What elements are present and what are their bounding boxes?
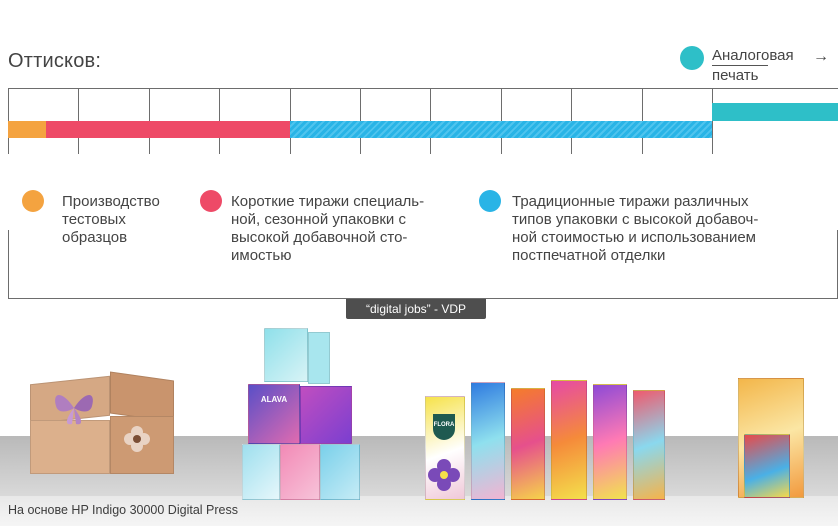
legend-dot-short-runs xyxy=(200,190,222,212)
legend-line: ной, сезонной упаковки с xyxy=(231,211,406,228)
bracket-line xyxy=(8,298,838,299)
kraft-box-bottom xyxy=(30,420,110,474)
juice-brand-label: FLORA xyxy=(433,422,455,428)
butterfly-icon xyxy=(55,395,93,425)
legend-line: высокой добавочной сто- xyxy=(231,229,408,246)
legend-line: тестовых xyxy=(62,211,126,228)
vdp-badge: “digital jobs” - VDP xyxy=(346,299,486,319)
legend-text-test-samples: Производство тестовых образцов xyxy=(62,193,192,247)
tissue-box-bottom-left xyxy=(242,444,280,500)
tissue-box-bottom-right xyxy=(320,444,360,500)
legend-line: ной стоимостью и использованием xyxy=(512,229,756,246)
legend-line: Традиционные тиражи различных xyxy=(512,193,749,210)
carton-6 xyxy=(633,390,665,500)
analog-label-line-1: Аналоговая xyxy=(712,47,794,64)
tissue-box-bottom-mid xyxy=(280,444,320,500)
tissue-box-middle-right xyxy=(300,386,352,444)
legend-dot-traditional-runs xyxy=(479,190,501,212)
legend-line: постпечатной отделки xyxy=(512,247,666,264)
carton-4 xyxy=(551,380,587,500)
legend-line: образцов xyxy=(62,229,128,246)
timeline-axis xyxy=(8,88,838,89)
timeline-segment-traditional-runs xyxy=(290,121,712,138)
legend-dot-test-samples xyxy=(22,190,44,212)
kraft-box-top-side xyxy=(110,371,174,423)
flower-icon xyxy=(428,459,460,491)
tissue-brand-label: ALAVA xyxy=(260,395,288,404)
tissue-box-middle-left: ALAVA xyxy=(248,384,300,444)
legend-line: имостью xyxy=(231,247,292,264)
timeline-segment-short-runs xyxy=(46,121,290,138)
analog-print-dot xyxy=(680,46,704,70)
analog-label-line-2: печать xyxy=(712,65,768,85)
carton-3 xyxy=(511,388,545,500)
legend-text-short-runs: Короткие тиражи специаль- ной, сезонной … xyxy=(231,193,476,265)
timeline-tick xyxy=(712,88,713,154)
legend-line: типов упаковки с высокой добавоч- xyxy=(512,211,759,228)
shelf-surface xyxy=(0,496,838,526)
caption: На основе HP Indigo 30000 Digital Press xyxy=(8,503,238,517)
bracket-left xyxy=(8,230,9,298)
tissue-box-top xyxy=(264,328,308,382)
arrow-right-icon: → xyxy=(813,48,829,65)
timeline-segment-test-samples xyxy=(8,121,46,138)
analog-print-label: Аналоговая печать xyxy=(712,46,794,85)
snack-box-front xyxy=(744,434,790,498)
product-group-juice-cartons: FLORA xyxy=(425,376,665,504)
legend-line: Производство xyxy=(62,193,160,210)
flower-icon xyxy=(124,426,150,452)
carton-tag: FLORA xyxy=(433,414,455,440)
legend-line: Короткие тиражи специаль- xyxy=(231,193,425,210)
tissue-box-top-side xyxy=(308,332,330,384)
product-group-tissue-boxes: ALAVA xyxy=(242,328,362,500)
product-group-snack-box xyxy=(738,378,808,504)
legend-text-traditional-runs: Традиционные тиражи различных типов упак… xyxy=(512,193,832,265)
carton-2 xyxy=(471,382,505,500)
page-title: Оттисков: xyxy=(8,50,102,72)
timeline-segment-analog xyxy=(712,103,838,121)
carton-5 xyxy=(593,384,627,500)
product-group-kraft-boxes xyxy=(30,371,180,500)
